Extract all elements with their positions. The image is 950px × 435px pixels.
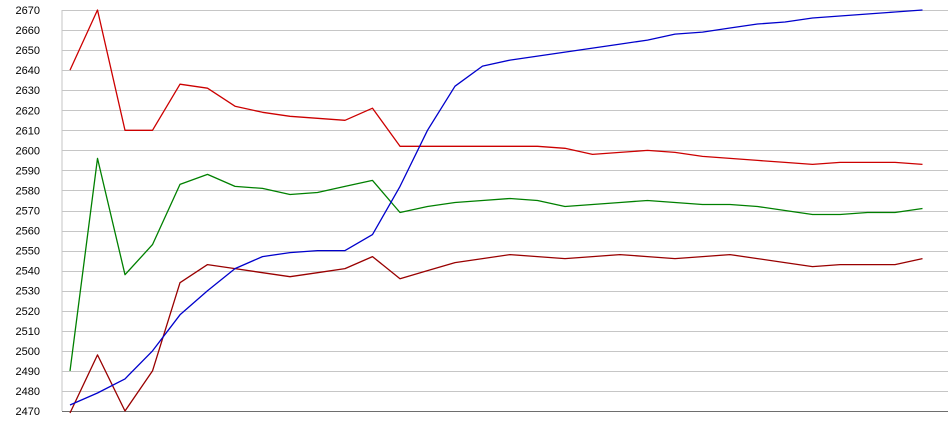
y-axis-tick-label: 2490 <box>16 366 40 378</box>
y-axis-tick-label: 2560 <box>16 226 40 238</box>
y-axis-tick-label: 2640 <box>16 65 40 77</box>
y-axis-tick-label: 2670 <box>16 5 40 17</box>
y-axis-tick-label: 2510 <box>16 326 40 338</box>
y-axis-tick-label: 2610 <box>16 125 40 137</box>
y-axis-tick-label: 2530 <box>16 286 40 298</box>
y-axis-tick-label: 2570 <box>16 206 40 218</box>
series-blue-line <box>69 9 923 406</box>
series-green-line <box>69 157 923 371</box>
y-axis-tick-label: 2630 <box>16 85 40 97</box>
y-axis-tick-label: 2650 <box>16 45 40 57</box>
y-axis-tick-label: 2620 <box>16 105 40 117</box>
y-axis-tick-label: 2580 <box>16 185 40 197</box>
y-axis-tick-label: 2550 <box>16 246 40 258</box>
y-axis-tick-label: 2470 <box>16 406 40 418</box>
y-axis-tick-label: 2590 <box>16 165 40 177</box>
y-axis-tick-label: 2660 <box>16 25 40 37</box>
y-axis-tick-label: 2500 <box>16 346 40 358</box>
series-lower-red-line <box>69 253 923 414</box>
y-axis-tick-label: 2600 <box>16 145 40 157</box>
y-axis-tick-label: 2520 <box>16 306 40 318</box>
series-upper-red-line <box>69 9 923 166</box>
y-axis-tick-label: 2540 <box>16 266 40 278</box>
y-axis-tick-label: 2480 <box>16 386 40 398</box>
